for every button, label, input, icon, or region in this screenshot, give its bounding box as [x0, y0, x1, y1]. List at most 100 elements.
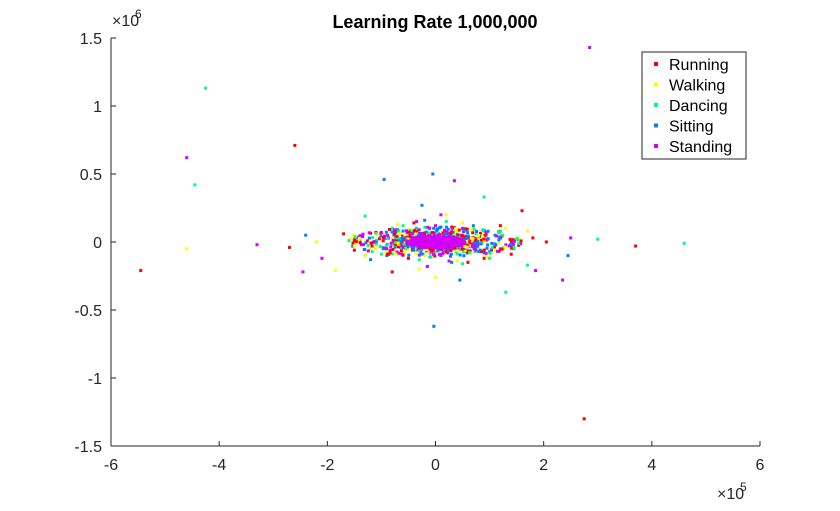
point-sitting	[407, 253, 411, 257]
point-sitting	[450, 260, 454, 264]
point-standing	[419, 240, 423, 244]
point-standing	[484, 231, 488, 235]
point-standing	[410, 240, 414, 244]
point-sitting	[462, 247, 466, 251]
y-axis-multiplier-power: 6	[135, 7, 142, 21]
point-sitting	[432, 324, 436, 328]
point-walking	[476, 238, 480, 242]
point-running	[433, 254, 437, 258]
point-running	[406, 256, 410, 260]
point-sitting	[486, 243, 490, 247]
point-standing	[255, 243, 259, 247]
point-standing	[425, 264, 429, 268]
point-walking	[454, 230, 458, 234]
point-walking	[398, 232, 402, 236]
point-running	[465, 227, 469, 231]
y-axis-multiplier-base: ×10	[112, 13, 139, 30]
point-running	[424, 239, 428, 243]
legend-label-sitting: Sitting	[669, 119, 713, 136]
point-dancing	[429, 255, 433, 259]
y-axis-ticks: -1.5 -1 -0.5 0 0.5 1 1.5	[74, 31, 116, 456]
x-axis-ticks: -6 -4 -2 0 2 4 6	[104, 441, 765, 474]
point-sitting	[466, 234, 470, 238]
point-standing	[472, 247, 476, 251]
point-dancing	[427, 231, 431, 235]
point-standing	[414, 238, 418, 242]
legend-label-dancing: Dancing	[669, 98, 728, 115]
point-standing	[426, 225, 430, 229]
point-sitting	[438, 226, 442, 230]
point-dancing	[405, 237, 409, 241]
point-dancing	[504, 290, 508, 294]
point-running	[482, 256, 486, 260]
point-sitting	[369, 258, 373, 262]
point-dancing	[490, 246, 494, 250]
point-standing	[442, 228, 446, 232]
point-standing	[437, 244, 441, 248]
point-walking	[493, 248, 497, 252]
point-running	[395, 243, 399, 247]
point-standing	[465, 242, 469, 246]
point-sitting	[412, 248, 416, 252]
point-standing	[414, 236, 418, 240]
point-standing	[418, 232, 422, 236]
point-standing	[388, 248, 392, 252]
point-running	[441, 231, 445, 235]
point-dancing	[525, 263, 529, 267]
legend-marker-sitting	[654, 123, 658, 128]
point-standing	[358, 234, 362, 238]
point-walking	[444, 213, 448, 217]
point-walking	[504, 226, 508, 230]
point-dancing	[374, 242, 378, 246]
point-standing	[498, 247, 502, 251]
point-sitting	[490, 241, 494, 245]
y-tick-label: 0.5	[80, 167, 102, 184]
point-sitting	[410, 245, 414, 249]
point-sitting	[449, 252, 453, 256]
point-sitting	[364, 241, 368, 245]
point-running	[471, 231, 475, 235]
point-standing	[471, 239, 475, 243]
point-sitting	[423, 218, 427, 222]
legend-label-running: Running	[669, 57, 729, 74]
point-running	[370, 244, 374, 248]
point-dancing	[482, 195, 486, 199]
point-running	[396, 245, 400, 249]
point-standing	[447, 259, 451, 263]
point-sitting	[473, 241, 477, 245]
point-standing	[359, 243, 363, 247]
point-sitting	[482, 229, 486, 233]
point-standing	[461, 226, 465, 230]
point-standing	[439, 236, 443, 240]
point-standing	[432, 252, 436, 256]
point-standing	[460, 239, 464, 243]
point-walking	[405, 247, 409, 251]
point-sitting	[363, 247, 367, 251]
x-tick-label: 0	[431, 457, 440, 474]
point-standing	[463, 240, 467, 244]
point-standing	[429, 249, 433, 253]
point-walking	[424, 248, 428, 252]
point-running	[482, 233, 486, 237]
point-sitting	[458, 253, 462, 257]
point-standing	[384, 247, 388, 251]
point-running	[457, 228, 461, 232]
point-walking	[373, 246, 377, 250]
point-running	[377, 237, 381, 241]
point-dancing	[399, 246, 403, 250]
point-dancing	[394, 241, 398, 245]
point-sitting	[367, 236, 371, 240]
point-walking	[414, 252, 418, 256]
point-running	[381, 235, 385, 239]
point-dancing	[455, 252, 459, 256]
point-standing	[448, 235, 452, 239]
point-standing	[456, 241, 460, 245]
point-standing	[504, 243, 508, 247]
point-dancing	[444, 220, 448, 224]
point-walking	[497, 241, 501, 245]
point-standing	[400, 244, 404, 248]
point-sitting	[493, 233, 497, 237]
point-running	[287, 245, 291, 249]
point-running	[351, 241, 355, 245]
